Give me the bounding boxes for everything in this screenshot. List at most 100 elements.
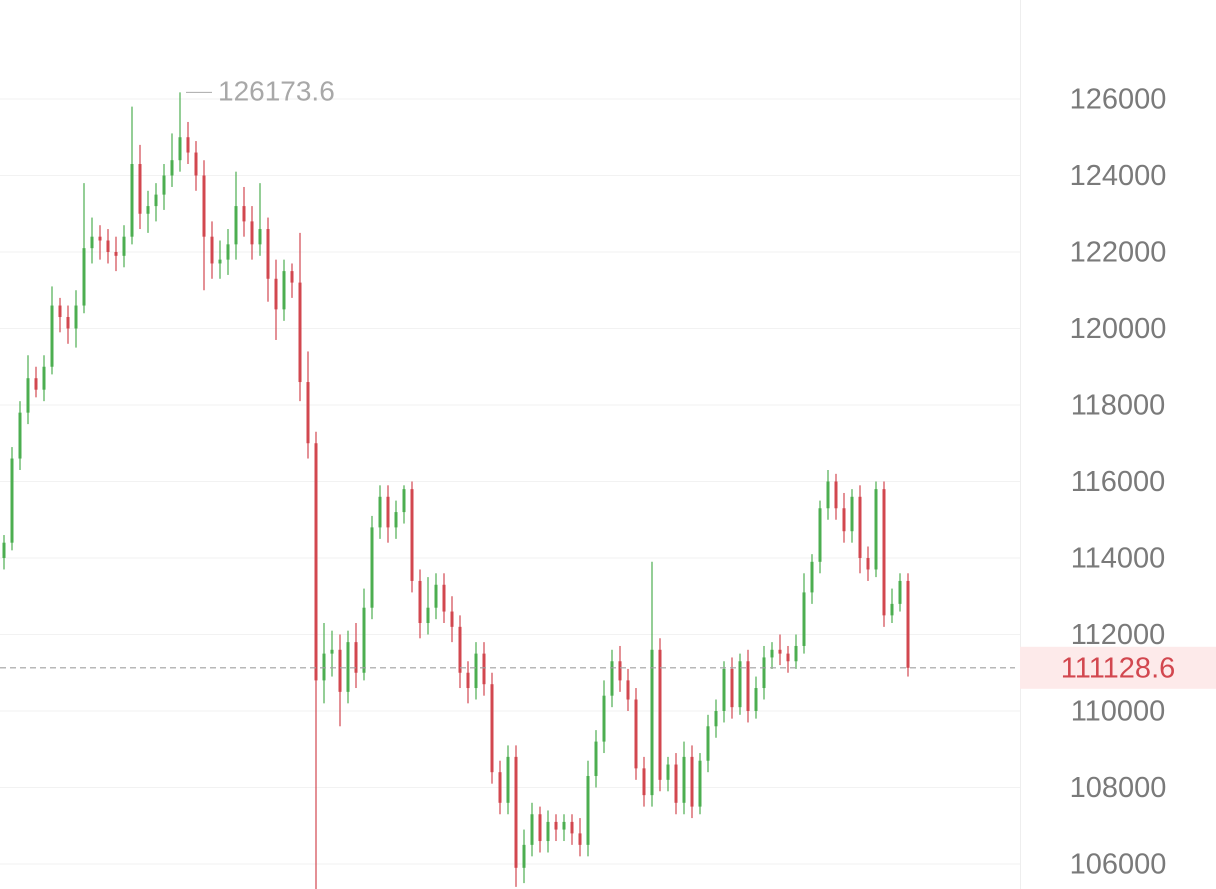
candle-body — [322, 653, 326, 681]
candle-body — [410, 489, 414, 581]
candle-body — [706, 726, 710, 761]
candle-body — [794, 645, 798, 662]
candle-body — [546, 821, 550, 842]
candle-body — [386, 496, 390, 528]
last-price-badge — [1020, 646, 1216, 689]
candle-body — [194, 152, 198, 176]
candle-body — [786, 653, 790, 662]
candle-body — [666, 764, 670, 780]
candle-body — [770, 649, 774, 658]
candle-body — [538, 814, 542, 842]
candle-body — [74, 305, 78, 329]
candle-body — [682, 756, 686, 803]
candle-body — [866, 557, 870, 570]
candle-body — [594, 741, 598, 777]
candle-body — [34, 378, 38, 390]
candle-body — [442, 584, 446, 612]
y-tick-label: 122000 — [1070, 237, 1167, 269]
candle-body — [874, 489, 878, 570]
candle-body — [714, 710, 718, 727]
candle-body — [202, 175, 206, 237]
candle-body — [650, 649, 654, 796]
candle-body — [906, 580, 910, 668]
candle-body — [90, 236, 94, 249]
candle-body — [418, 580, 422, 624]
candle-body — [162, 175, 166, 195]
candle-body — [26, 378, 30, 413]
candle-body — [738, 661, 742, 708]
candle-body — [402, 489, 406, 513]
candle-body — [490, 684, 494, 773]
max-price-label: 126173.6 — [218, 76, 335, 107]
candle-body — [122, 236, 126, 256]
candle-body — [602, 695, 606, 742]
candle-body — [898, 580, 902, 604]
candle-body — [98, 236, 102, 241]
candle-body — [570, 821, 574, 834]
candle-body — [426, 607, 430, 624]
candle-body — [506, 756, 510, 803]
candle-body — [554, 821, 558, 830]
candle-body — [882, 489, 886, 616]
candle-body — [690, 756, 694, 807]
candle-body — [642, 768, 646, 796]
candle-body — [346, 642, 350, 692]
candle-body — [466, 672, 470, 689]
y-tick-label: 124000 — [1070, 160, 1167, 192]
candle-body — [330, 649, 334, 654]
candle-body — [82, 248, 86, 306]
candle-body — [802, 592, 806, 646]
y-tick-label: 114000 — [1071, 543, 1166, 575]
candle-body — [170, 160, 174, 176]
candle-body — [50, 305, 54, 367]
candle-body — [66, 317, 70, 329]
candle-body — [850, 496, 854, 532]
candle-body — [394, 512, 398, 528]
candle-body — [138, 164, 142, 214]
candle-body — [698, 760, 702, 807]
candle-body — [306, 382, 310, 444]
candle-body — [370, 527, 374, 608]
candle-body — [226, 244, 230, 260]
last-price-label: 111128.6 — [1061, 652, 1176, 684]
candle-body — [754, 688, 758, 711]
candle-body — [266, 229, 270, 279]
candle-body — [474, 653, 478, 689]
candle-body — [562, 821, 566, 830]
y-tick-label: 110000 — [1071, 696, 1166, 728]
candle-body — [826, 481, 830, 509]
candle-body — [210, 236, 214, 264]
y-tick-label: 126000 — [1070, 84, 1167, 116]
candle-body — [250, 221, 254, 245]
candle-body — [58, 305, 62, 318]
candle-body — [2, 542, 6, 558]
candle-body — [10, 458, 14, 543]
candle-body — [522, 844, 526, 868]
candle-body — [18, 412, 22, 459]
candle-body — [578, 833, 582, 845]
candle-body — [434, 584, 438, 608]
candle-body — [890, 603, 894, 616]
candle-body — [730, 668, 734, 708]
candle-body — [618, 661, 622, 681]
candle-body — [130, 164, 134, 237]
y-tick-label: 108000 — [1070, 772, 1167, 804]
candle-body — [530, 814, 534, 845]
candle-body — [458, 626, 462, 673]
candle-body — [626, 680, 630, 700]
candle-body — [722, 668, 726, 711]
candle-body — [450, 611, 454, 627]
candle-body — [674, 764, 678, 803]
candle-body — [42, 366, 46, 390]
y-tick-label: 116000 — [1071, 466, 1166, 498]
candle-body — [818, 508, 822, 562]
y-tick-label: 112000 — [1071, 619, 1166, 651]
candle-body — [234, 206, 238, 245]
candle-body — [274, 278, 278, 310]
candle-body — [482, 653, 486, 685]
candle-body — [634, 699, 638, 769]
candle-body — [610, 661, 614, 696]
candle-body — [810, 561, 814, 593]
y-tick-label: 118000 — [1071, 390, 1166, 422]
